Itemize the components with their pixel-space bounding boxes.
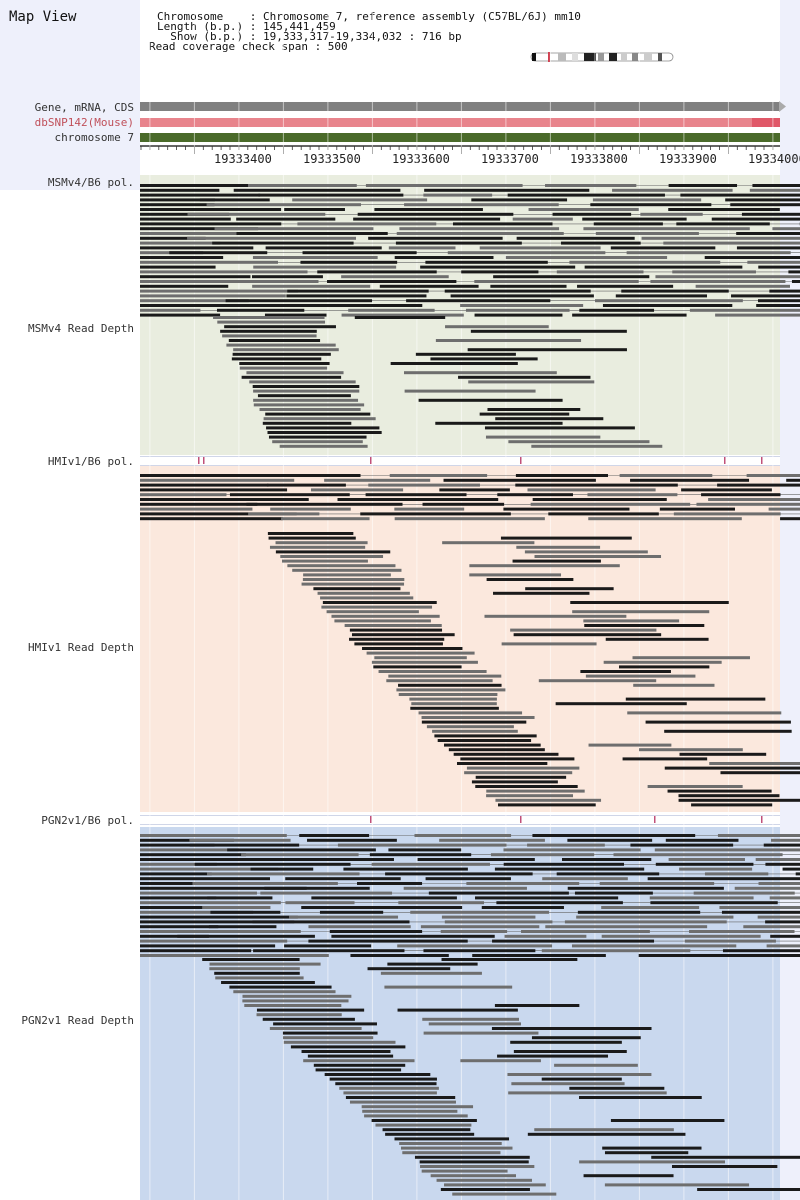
show-info: Show (b.p.) : 19,333,317-19,334,032 : 71… [157, 30, 462, 43]
gene-track-bar[interactable] [140, 102, 780, 111]
pgn2v1-polymorphism-track[interactable] [140, 815, 780, 825]
hmiv1-pol-label: HMIv1/B6 pol. [47, 455, 134, 468]
ruler-tick-label: 19333800 [570, 152, 628, 166]
dbsnp-track-label: dbSNP142(Mouse) [34, 116, 134, 129]
dbsnp-track-bar[interactable] [140, 118, 780, 127]
ruler-tick-label: 19333400 [214, 152, 272, 166]
chromosome-track-bar[interactable] [140, 133, 780, 142]
dbsnp-snp-block[interactable] [752, 118, 780, 127]
gene-direction-arrow-icon [779, 101, 786, 112]
coverage-info: Read coverage check span : 500 [149, 40, 348, 53]
ruler-tick-label: 19334000 [748, 152, 800, 166]
pgn2v1-depth-label: PGN2v1 Read Depth [21, 1014, 134, 1027]
ruler-tick-label: 19333700 [481, 152, 539, 166]
chromosome-track-label: chromosome 7 [54, 131, 134, 144]
chromosome-info: Chromosome : Chromosome 7, reference ass… [157, 10, 581, 23]
length-info: Length (b.p.) : 145,441,459 [157, 20, 336, 33]
msmv4-read-area[interactable] [140, 175, 780, 455]
msmv4-pol-label: MSMv4/B6 pol. [47, 176, 134, 189]
pgn2v1-read-area[interactable] [140, 827, 780, 1200]
page-title: Map View [9, 9, 77, 25]
gene-track-label: Gene, mRNA, CDS [34, 101, 134, 114]
hmiv1-depth-label: HMIv1 Read Depth [28, 641, 134, 654]
left-panel [0, 0, 140, 190]
hmiv1-polymorphism-track[interactable] [140, 456, 780, 466]
ruler-tick-label: 19333500 [303, 152, 361, 166]
pgn2v1-pol-label: PGN2v1/B6 pol. [41, 814, 134, 827]
ruler-tick-label: 19333600 [392, 152, 450, 166]
ruler-tick-label: 19333900 [659, 152, 717, 166]
chromosome-ideogram[interactable] [528, 51, 678, 63]
msmv4-depth-label: MSMv4 Read Depth [28, 322, 134, 335]
right-scroll-area[interactable] [780, 0, 800, 1200]
hmiv1-read-area[interactable] [140, 466, 780, 812]
